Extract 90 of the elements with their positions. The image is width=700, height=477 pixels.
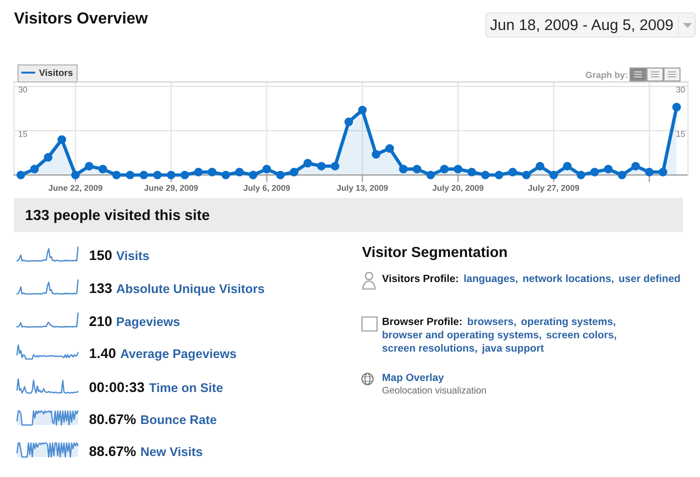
point xyxy=(385,144,394,153)
x-tick-label: June 29, 2009 xyxy=(144,184,198,192)
point xyxy=(344,118,354,126)
x-tick-label: July 13, 2009 xyxy=(336,184,388,192)
point xyxy=(139,170,148,180)
point xyxy=(454,164,462,174)
point xyxy=(372,150,380,159)
x-tick-label: July 20, 2009 xyxy=(432,184,484,192)
text: network locations, xyxy=(523,274,614,284)
point xyxy=(84,162,94,170)
text: 88.67% xyxy=(89,446,136,456)
point xyxy=(604,164,613,174)
text: 133 xyxy=(90,283,112,294)
text: user defined xyxy=(619,274,680,282)
x-tick-label: July 6, 2009 xyxy=(243,184,290,192)
point xyxy=(631,162,640,170)
point xyxy=(248,170,258,180)
text: Pageviews xyxy=(116,316,180,329)
point xyxy=(658,168,668,176)
point xyxy=(112,170,121,180)
point xyxy=(16,170,26,180)
point xyxy=(440,164,449,174)
point xyxy=(590,168,599,176)
text: operating systems, xyxy=(521,317,616,328)
text: browser and operating systems, xyxy=(382,330,542,341)
text: Bounce Rate xyxy=(141,415,216,424)
point xyxy=(399,164,408,174)
text: screen resolutions, xyxy=(382,344,477,354)
x-tick-label: July 27, 2009 xyxy=(528,184,580,192)
text: 210 xyxy=(89,316,112,326)
point xyxy=(330,162,340,170)
point xyxy=(549,170,558,180)
point xyxy=(536,162,544,170)
point xyxy=(467,168,476,176)
text: Map Overlay xyxy=(382,373,444,384)
text: Visits xyxy=(116,250,149,260)
point xyxy=(208,168,216,176)
chart-title: Visitors Overview xyxy=(14,12,148,24)
point xyxy=(426,170,435,180)
text: New Visits xyxy=(141,446,202,456)
chart-subtitle: Jun 18, 2009 - Aug 5, 2009 xyxy=(490,19,673,34)
text: 1.40 xyxy=(90,348,116,358)
text: Absolute Unique Visitors xyxy=(116,284,264,296)
point xyxy=(508,168,517,176)
text: Visitors Profile: xyxy=(382,274,458,282)
point xyxy=(303,158,312,168)
text: 133 people visited this site xyxy=(26,209,210,224)
point xyxy=(44,152,52,162)
legend-label: Visitors xyxy=(39,69,73,76)
y2-tick-label: 30 xyxy=(676,86,685,93)
text: 150 xyxy=(90,250,112,260)
point xyxy=(317,162,326,170)
point xyxy=(98,164,108,174)
point xyxy=(71,170,80,180)
text: 80.67% xyxy=(89,414,136,424)
y2-tick-label: 15 xyxy=(676,131,685,137)
point xyxy=(576,170,586,180)
point xyxy=(618,170,626,180)
text: Graph by: xyxy=(586,71,628,80)
point xyxy=(522,170,531,180)
point xyxy=(235,168,244,176)
text: browsers, xyxy=(468,317,516,327)
point xyxy=(221,170,230,180)
text: java support xyxy=(482,344,544,354)
text: languages, xyxy=(464,274,518,284)
point xyxy=(412,164,422,174)
point xyxy=(563,162,572,170)
text: 00:00:33 xyxy=(90,382,144,392)
point xyxy=(166,170,176,180)
point xyxy=(194,168,203,176)
point xyxy=(358,106,367,114)
point xyxy=(30,164,39,174)
text: Visitor Segmentation xyxy=(362,246,507,260)
point xyxy=(126,170,134,180)
point xyxy=(481,170,490,180)
text: Average Pageviews xyxy=(120,348,236,361)
text: Geolocation visualization xyxy=(382,386,486,394)
point xyxy=(672,102,681,112)
text: Browser Profile: xyxy=(382,317,462,326)
point xyxy=(58,135,66,144)
point xyxy=(262,164,272,174)
x-tick-label: June 22, 2009 xyxy=(48,184,102,192)
text: Time on Site xyxy=(149,382,223,392)
point xyxy=(494,170,504,180)
point xyxy=(180,170,190,180)
point xyxy=(153,170,162,180)
point xyxy=(290,168,298,176)
point xyxy=(644,168,654,176)
point xyxy=(276,170,285,180)
text: screen colors, xyxy=(546,330,616,340)
